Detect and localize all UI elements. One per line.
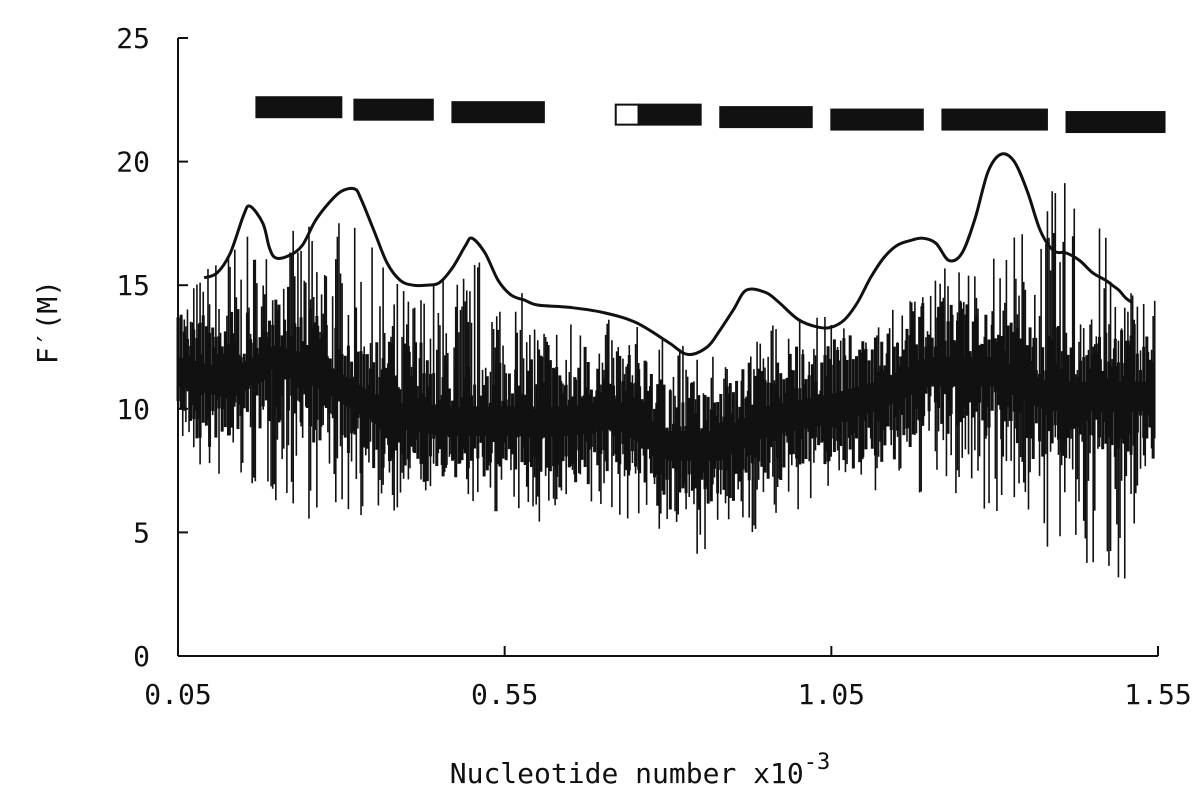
x-axis-title-text: Nucleotide number x10 (450, 757, 804, 790)
filled-block (941, 108, 1048, 131)
spike-series (176, 183, 1156, 579)
y-tick-label: 25 (116, 22, 150, 55)
axes (177, 38, 1158, 657)
x-axis-title: Nucleotide number x10-3 (450, 750, 831, 790)
x-axis-title-exponent: -3 (804, 750, 831, 775)
x-tick-label: 1.55 (1124, 678, 1191, 711)
x-axis-ticks: 0.05 0.55 1.05 1.55 (144, 646, 1192, 711)
envelope-line (203, 152, 1133, 356)
y-axis-title: F′(M) (31, 280, 64, 364)
filled-block (353, 98, 434, 121)
x-tick-label: 1.05 (798, 678, 865, 711)
x-tick-label: 0.55 (471, 678, 538, 711)
filled-block (1065, 111, 1166, 134)
y-tick-label: 10 (116, 393, 150, 426)
y-tick-label: 20 (116, 146, 150, 179)
filled-block (719, 106, 813, 129)
top-blocks (255, 96, 1166, 134)
filled-block (637, 103, 702, 126)
filled-block (255, 96, 343, 119)
filled-block (451, 101, 545, 124)
x-tick-label: 0.05 (144, 678, 211, 711)
y-tick-label: 0 (133, 640, 150, 673)
y-axis-ticks: 0 5 10 15 20 25 (116, 22, 188, 673)
y-tick-label: 15 (116, 269, 150, 302)
filled-block (830, 108, 924, 131)
y-tick-label: 5 (133, 516, 150, 549)
open-block (614, 103, 640, 126)
envelope-series (203, 152, 1133, 356)
